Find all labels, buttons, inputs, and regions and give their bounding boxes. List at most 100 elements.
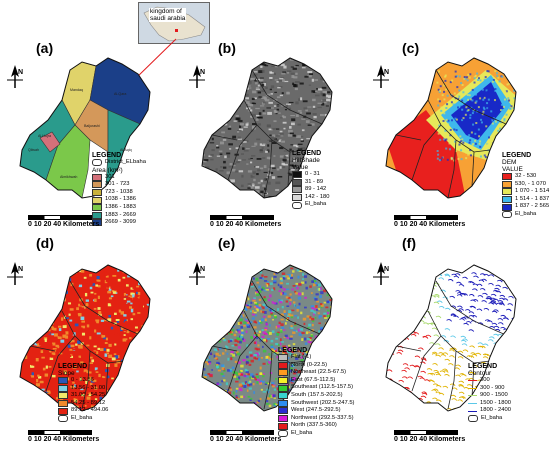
legend-value-title: DEM: [502, 159, 517, 166]
legend-label: Northeast (22.5-67.5): [291, 369, 347, 376]
legend-item: 89.12 - 494.06: [58, 407, 108, 415]
district-label: Baljurashi: [84, 124, 100, 128]
map-b: [201, 57, 333, 199]
legend-value-title: Area (km²): [92, 166, 123, 174]
district-zone: [39, 131, 61, 153]
scale-bar-label: 0 10 20 40 Kilometers: [28, 436, 100, 443]
legend-swatch: [502, 196, 512, 204]
legend-item: Flat (-1): [278, 354, 354, 362]
map-legend: LEGEND Contour 300 300 - 900 900 - 1500 1500 …: [468, 363, 511, 423]
legend-item: 89 - 142: [292, 186, 330, 194]
legend-swatch: [92, 219, 102, 227]
legend-item: West (247.5-292.5): [278, 407, 354, 415]
legend-title: LEGEND: [468, 363, 498, 370]
map-legend: LEGEND HillShade Value 0 - 31 31 - 89 89 - 14…: [292, 150, 330, 209]
legend-label: 1883 - 2669: [105, 211, 136, 218]
legend-label: 54.25 - 89.12: [71, 399, 106, 406]
legend-item: 300: [468, 377, 511, 385]
legend-swatch: [58, 392, 68, 400]
legend-item: Northeast (22.5-67.5): [278, 369, 354, 377]
legend-swatch: [92, 211, 102, 219]
legend-label: Northwest (292.5-337.5): [291, 414, 354, 421]
legend-swatch: [468, 410, 477, 412]
north-arrow-icon: N: [189, 262, 205, 285]
district-label: Al-Qara: [114, 92, 127, 96]
scale-bar: 0 10 20 40 Kilometers: [28, 430, 99, 443]
legend-label: 300: [480, 377, 490, 383]
legend-swatch: [58, 407, 68, 415]
district-label: Al-Aqiq: [120, 148, 132, 152]
legend-swatch: [92, 196, 102, 204]
svg-text:N: N: [200, 266, 205, 273]
scale-bar-graphic: [210, 430, 274, 435]
legend-item: 1 837 - 2 565: [502, 203, 549, 211]
legend-swatch: [278, 361, 288, 369]
map-panel-a: (a) N LEGEND District_ELbaha Area (km²) 301 30…: [0, 40, 182, 235]
legend-label: North (337.5-360): [291, 422, 337, 429]
legend-label: 142 - 180: [305, 193, 330, 200]
legend-item: 0 - 13.56: [58, 377, 108, 385]
legend-item: North (337.5-360): [278, 422, 354, 430]
map-c: [385, 57, 517, 199]
scale-bar: 0 10 20 40 Kilometers: [394, 430, 465, 443]
district-label: Al-Hujra: [38, 134, 51, 138]
legend-item: South (157.5-202.5): [278, 392, 354, 400]
legend-item: 530, - 1 070: [502, 181, 549, 189]
legend-title: LEGEND: [502, 152, 532, 159]
map-d: [19, 264, 151, 412]
inset-label: kingdom of saudi arabia: [149, 8, 187, 22]
legend-label: 2669 - 3099: [105, 219, 136, 226]
legend-label: 0 - 13.56: [71, 377, 94, 383]
legend-label: 1500 - 1800: [480, 399, 511, 406]
north-arrow-icon: N: [7, 262, 23, 285]
legend-label: West (247.5-292.5): [291, 407, 341, 414]
map-legend: LEGEND Flat (-1) North (0-22.5) Northeast (…: [278, 347, 354, 438]
scale-bar-graphic: [210, 215, 274, 220]
saudi-arabia-inset-map: kingdom of saudi arabia: [138, 2, 210, 44]
legend-label: 1386 - 1883: [105, 203, 136, 210]
svg-text:N: N: [200, 69, 205, 76]
legend-value-title: HillShade: [292, 157, 320, 164]
legend-title: LEGEND: [92, 152, 122, 159]
legend-swatch: [468, 387, 477, 389]
svg-text:N: N: [384, 69, 389, 76]
legend-boundary: El_baha: [292, 201, 330, 209]
scale-bar-label: 0 10 20 40 Kilometers: [394, 436, 466, 443]
panel-label: (d): [36, 235, 54, 251]
legend-item: 301: [92, 174, 146, 182]
legend-value-title: Slope: [58, 370, 75, 377]
legend-swatch: [292, 194, 302, 202]
legend-swatch: [468, 380, 477, 382]
map-a: [19, 57, 151, 199]
study-area-marker: [175, 29, 178, 32]
map-legend: LEGEND Slope 0 - 13.56 13.56 - 31.00 31.00 -…: [58, 363, 108, 423]
legend-boundary: El_baha: [468, 415, 511, 423]
legend-item: 723 - 1038: [92, 189, 146, 197]
map-panel-b: (b) N LEGEND HillShade Value 0 - 31 31 - 89 89 …: [182, 40, 366, 235]
legend-label: 301 - 723: [105, 181, 130, 188]
legend-item: 31 - 89: [292, 179, 330, 187]
panel-label: (c): [402, 40, 420, 56]
panel-label: (b): [218, 40, 236, 56]
legend-label: 900 - 1500: [480, 392, 508, 399]
legend-swatch: [92, 173, 102, 181]
legend-swatch: [278, 399, 288, 407]
map-panel-d: (d) N LEGEND Slope 0 - 13.56 13.56 - 31.00 31.…: [0, 235, 182, 450]
svg-text:N: N: [18, 266, 23, 273]
legend-item: North (0-22.5): [278, 362, 354, 370]
legend-label: 530, - 1 070: [515, 180, 546, 187]
district-label: Qilwah: [28, 148, 39, 152]
legend-label: South (157.5-202.5): [291, 391, 343, 398]
map-f: [385, 264, 517, 412]
map-legend: LEGEND District_ELbaha Area (km²) 301 301 - …: [92, 152, 146, 227]
map-legend: LEGEND DEM VALUE 32 - 530 530, - 1 070 1 070 …: [502, 152, 549, 219]
legend-swatch: [278, 407, 288, 415]
panel-label: (e): [218, 235, 236, 251]
legend-item: 0 - 31: [292, 171, 330, 179]
legend-boundary: El_baha: [58, 415, 108, 423]
north-arrow-icon: N: [373, 65, 389, 88]
legend-swatch: [278, 384, 288, 392]
legend-swatch: [278, 422, 288, 430]
legend-label: 89 - 142: [305, 186, 327, 193]
map-panel-f: (f) N LEGEND Contour 300 300 - 900 900 - 1500 1…: [366, 235, 550, 450]
